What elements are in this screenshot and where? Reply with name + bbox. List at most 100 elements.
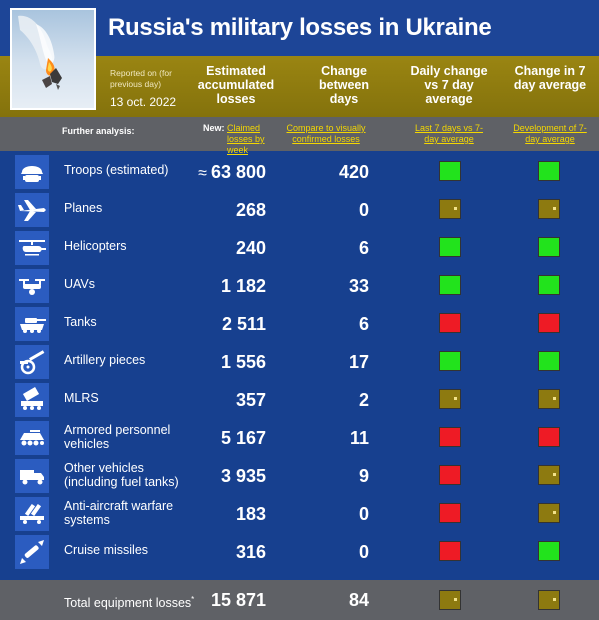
total-footnote-mark: * — [191, 595, 195, 604]
row-label: Tanks — [64, 315, 97, 329]
table-row: Planes 268 0 — [0, 191, 599, 229]
daily-status-red — [439, 313, 461, 333]
header-photo — [10, 8, 96, 110]
row-value: 240 — [146, 238, 266, 259]
row-value-number: 5 167 — [220, 428, 266, 448]
tank-icon — [15, 307, 49, 341]
approx-sign: ≈ — [198, 165, 207, 182]
row-value: 5 167 — [146, 428, 266, 449]
artillery-icon — [15, 345, 49, 379]
compare-confirmed-link[interactable]: Compare to visually confirmed losses — [286, 123, 366, 144]
change7-status-green — [538, 275, 560, 295]
row-value: 357 — [146, 390, 266, 411]
row-value-number: 183 — [235, 504, 266, 524]
analysis-label: Further analysis: — [62, 126, 135, 136]
table-row: MLRS 357 2 — [0, 381, 599, 419]
total-row: Total equipment losses* 15 871 84 — [0, 580, 599, 620]
row-change: 9 — [358, 466, 369, 486]
total-change7-status — [538, 590, 560, 610]
row-value-number: 3 935 — [220, 466, 266, 486]
row-label: Troops (estimated) — [64, 163, 169, 177]
row-change: 420 — [338, 162, 369, 182]
column-header-change: Change between days — [318, 64, 369, 106]
daily-status-green — [439, 275, 461, 295]
table-row: Artillery pieces 1 556 17 — [0, 343, 599, 381]
missile-icon — [15, 535, 49, 569]
daily-status-green — [439, 351, 461, 371]
row-value-number: 1 556 — [220, 352, 266, 372]
row-label: Helicopters — [64, 239, 127, 253]
table-row: Anti-aircraft warfare systems 183 0 — [0, 495, 599, 533]
change7-status-neutral — [538, 503, 560, 523]
total-daily-status — [439, 590, 461, 610]
row-label: Cruise missiles — [64, 543, 149, 557]
row-value: 2 511 — [146, 314, 266, 335]
truck-icon — [15, 459, 49, 493]
row-change: 0 — [358, 542, 369, 562]
plane-icon — [15, 193, 49, 227]
anti-aircraft-icon — [15, 497, 49, 531]
column-header-daily: Daily change vs 7 day average — [410, 64, 488, 106]
row-value: 268 — [146, 200, 266, 221]
burning-aircraft-photo — [18, 15, 62, 90]
drone-icon — [15, 269, 49, 303]
row-value-number: 240 — [235, 238, 266, 258]
table-row: Other vehicles (including fuel tanks) 3 9… — [0, 457, 599, 495]
claimed-losses-link[interactable]: Claimed losses by week — [227, 123, 265, 155]
table-row: Cruise missiles 316 0 — [0, 533, 599, 571]
row-label: Artillery pieces — [64, 353, 146, 367]
change7-status-red — [538, 427, 560, 447]
change7-status-neutral — [538, 199, 560, 219]
row-value: 1 182 — [146, 276, 266, 297]
row-label: Planes — [64, 201, 103, 215]
header: Russia's military losses in Ukraine Repo… — [0, 0, 599, 117]
row-value-number: 63 800 — [210, 162, 266, 182]
row-label: Armored personnel vehicles — [64, 423, 171, 451]
row-change: 0 — [358, 200, 369, 220]
row-value-number: 268 — [235, 200, 266, 220]
daily-status-neutral — [439, 199, 461, 219]
daily-status-green — [439, 161, 461, 181]
change7-status-neutral — [538, 389, 560, 409]
daily-status-red — [439, 465, 461, 485]
change7-status-green — [538, 237, 560, 257]
daily-status-red — [439, 541, 461, 561]
row-value-number: 316 — [235, 542, 266, 562]
row-value: 1 556 — [146, 352, 266, 373]
row-value-number: 1 182 — [220, 276, 266, 296]
total-value: 15 871 — [210, 590, 266, 610]
row-change: 0 — [358, 504, 369, 524]
change7-status-green — [538, 351, 560, 371]
row-label: Other vehicles (including fuel tanks) — [64, 461, 179, 489]
table-row: Helicopters 240 6 — [0, 229, 599, 267]
row-label: Anti-aircraft warfare systems — [64, 499, 174, 527]
soldier-icon — [15, 155, 49, 189]
table-row: Tanks 2 511 6 — [0, 305, 599, 343]
mlrs-icon — [15, 383, 49, 417]
table-row: UAVs 1 182 33 — [0, 267, 599, 305]
development-link[interactable]: Development of 7-day average — [513, 123, 587, 144]
row-value: 3 935 — [146, 466, 266, 487]
row-value: ≈63 800 — [146, 162, 266, 183]
row-change: 6 — [358, 314, 369, 334]
daily-status-red — [439, 427, 461, 447]
total-change: 84 — [348, 590, 369, 610]
row-value-number: 2 511 — [221, 314, 266, 334]
analysis-row — [0, 117, 599, 151]
column-header-estimated: Estimated accumulated losses — [197, 64, 275, 106]
last-7-days-link[interactable]: Last 7 days vs 7-day average — [414, 123, 484, 144]
column-header-change7: Change in 7 day average — [513, 64, 587, 92]
row-value: 316 — [146, 542, 266, 563]
row-value: 183 — [146, 504, 266, 525]
new-label: New: — [203, 123, 225, 133]
report-label: Reported on (for previous day) — [110, 68, 172, 89]
row-change: 2 — [358, 390, 369, 410]
row-change: 11 — [349, 428, 369, 448]
daily-status-green — [439, 237, 461, 257]
row-label: UAVs — [64, 277, 96, 291]
total-label-text: Total equipment losses — [64, 596, 192, 611]
daily-status-red — [439, 503, 461, 523]
change7-status-neutral — [538, 465, 560, 485]
change7-status-green — [538, 161, 560, 181]
daily-status-neutral — [439, 389, 461, 409]
